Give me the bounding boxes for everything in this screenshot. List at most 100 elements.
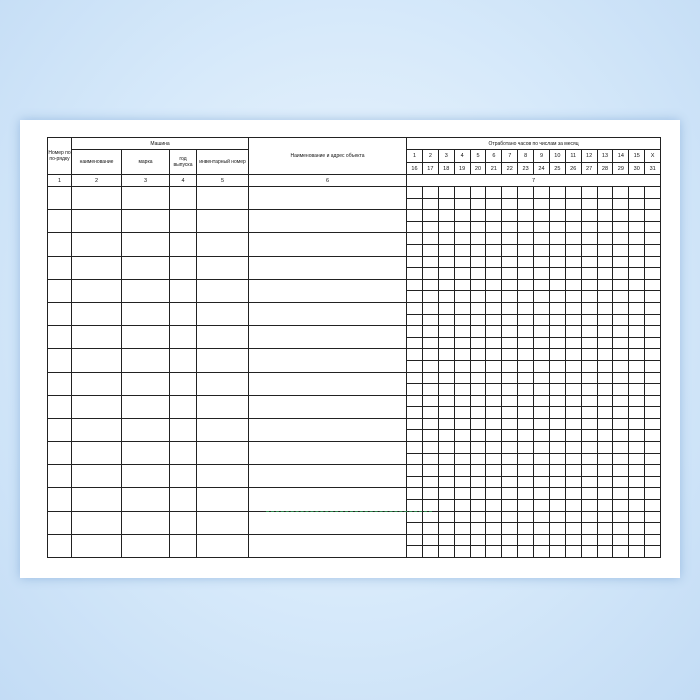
hours-cell[interactable] [406, 220, 423, 234]
hours-cell[interactable] [453, 452, 471, 466]
hours-cell[interactable] [596, 209, 614, 222]
hours-cell[interactable] [406, 499, 423, 512]
hours-cell[interactable] [406, 464, 423, 477]
hours-cell[interactable] [469, 417, 487, 431]
hours-cell[interactable] [501, 533, 519, 547]
hours-cell[interactable] [421, 209, 439, 222]
hours-cell[interactable] [548, 545, 566, 558]
form-cell[interactable] [71, 348, 122, 373]
form-cell[interactable] [248, 441, 408, 466]
hours-cell[interactable] [533, 336, 550, 350]
hours-cell[interactable] [580, 301, 598, 315]
hours-cell[interactable] [485, 533, 503, 547]
hours-cell[interactable] [644, 417, 662, 431]
hours-cell[interactable] [612, 383, 630, 396]
hours-cell[interactable] [437, 371, 455, 385]
hours-cell[interactable] [437, 499, 455, 512]
hours-cell[interactable] [612, 255, 630, 269]
hours-cell[interactable] [580, 186, 598, 199]
hours-cell[interactable] [644, 452, 662, 466]
hours-cell[interactable] [453, 301, 471, 315]
hours-cell[interactable] [612, 464, 630, 477]
form-cell[interactable] [248, 510, 408, 535]
hours-cell[interactable] [548, 290, 566, 303]
hours-cell[interactable] [596, 325, 614, 338]
hours-cell[interactable] [644, 243, 662, 257]
hours-cell[interactable] [485, 186, 503, 199]
hours-cell[interactable] [517, 278, 535, 292]
form-cell[interactable] [47, 441, 72, 466]
hours-cell[interactable] [644, 267, 662, 280]
hours-cell[interactable] [612, 278, 630, 292]
hours-cell[interactable] [469, 232, 487, 245]
form-cell[interactable] [121, 185, 170, 211]
hours-cell[interactable] [533, 301, 550, 315]
form-cell[interactable] [121, 487, 170, 512]
form-cell[interactable] [71, 209, 122, 234]
hours-cell[interactable] [628, 475, 646, 489]
hours-cell[interactable] [533, 255, 550, 269]
hours-cell[interactable] [421, 278, 439, 292]
hours-cell[interactable] [406, 255, 423, 269]
hours-cell[interactable] [517, 336, 535, 350]
hours-cell[interactable] [612, 452, 630, 466]
hours-cell[interactable] [564, 348, 582, 361]
hours-cell[interactable] [628, 499, 646, 512]
hours-cell[interactable] [612, 301, 630, 315]
hours-cell[interactable] [517, 487, 535, 501]
hours-cell[interactable] [580, 278, 598, 292]
hours-cell[interactable] [485, 429, 503, 443]
hours-cell[interactable] [596, 267, 614, 280]
hours-cell[interactable] [406, 186, 423, 199]
hours-cell[interactable] [469, 290, 487, 303]
hours-cell[interactable] [469, 267, 487, 280]
hours-cell[interactable] [612, 197, 630, 211]
hours-cell[interactable] [596, 545, 614, 558]
hours-cell[interactable] [421, 394, 439, 408]
hours-cell[interactable] [533, 186, 550, 199]
hours-cell[interactable] [469, 348, 487, 361]
hours-cell[interactable] [612, 313, 630, 327]
hours-cell[interactable] [533, 522, 550, 535]
hours-cell[interactable] [564, 325, 582, 338]
hours-cell[interactable] [469, 487, 487, 501]
hours-cell[interactable] [596, 371, 614, 385]
form-cell[interactable] [121, 325, 170, 350]
hours-cell[interactable] [501, 232, 519, 245]
hours-cell[interactable] [517, 209, 535, 222]
form-cell[interactable] [47, 278, 72, 303]
hours-cell[interactable] [437, 301, 455, 315]
hours-cell[interactable] [533, 429, 550, 443]
hours-cell[interactable] [533, 348, 550, 361]
hours-cell[interactable] [548, 278, 566, 292]
hours-cell[interactable] [596, 359, 614, 373]
hours-cell[interactable] [612, 371, 630, 385]
form-cell[interactable] [121, 464, 170, 489]
hours-cell[interactable] [533, 232, 550, 245]
form-cell[interactable] [248, 209, 408, 234]
form-cell[interactable] [195, 533, 250, 559]
hours-cell[interactable] [548, 301, 566, 315]
hours-cell[interactable] [501, 487, 519, 501]
hours-cell[interactable] [501, 301, 519, 315]
form-cell[interactable] [121, 301, 170, 327]
hours-cell[interactable] [421, 186, 439, 199]
hours-cell[interactable] [628, 313, 646, 327]
hours-cell[interactable] [469, 510, 487, 524]
form-cell[interactable] [121, 255, 170, 280]
form-cell[interactable] [47, 301, 72, 327]
form-cell[interactable] [71, 441, 122, 466]
hours-cell[interactable] [564, 336, 582, 350]
hours-cell[interactable] [501, 499, 519, 512]
hours-cell[interactable] [533, 325, 550, 338]
hours-cell[interactable] [469, 545, 487, 558]
hours-cell[interactable] [469, 336, 487, 350]
hours-cell[interactable] [628, 429, 646, 443]
hours-cell[interactable] [596, 348, 614, 361]
hours-cell[interactable] [437, 325, 455, 338]
form-cell[interactable] [248, 487, 408, 512]
form-cell[interactable] [71, 255, 122, 280]
hours-cell[interactable] [485, 417, 503, 431]
hours-cell[interactable] [580, 406, 598, 419]
hours-cell[interactable] [628, 325, 646, 338]
